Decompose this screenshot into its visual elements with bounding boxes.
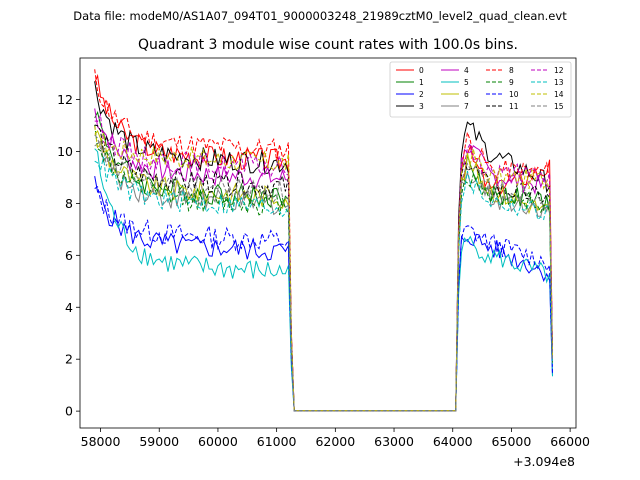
y-axis: 0 2 4 6 8 10 12	[57, 92, 80, 419]
x-tick-label: 60000	[198, 434, 238, 449]
x-tick-label: 58000	[81, 434, 121, 449]
series-line-8	[94, 69, 553, 412]
y-tick-label: 12	[57, 92, 73, 107]
series-line-13	[94, 156, 553, 412]
x-axis-offset-label: +3.094e8	[513, 454, 575, 469]
legend-label-11: 11	[509, 102, 519, 111]
series-line-11	[94, 124, 553, 412]
legend-label-10: 10	[509, 90, 519, 99]
x-tick-label: 59000	[139, 434, 179, 449]
x-tick-label: 62000	[315, 434, 355, 449]
x-axis: 58000 59000 60000 61000 62000 63000 64000 65000…	[81, 428, 590, 449]
legend-label-15: 15	[554, 102, 564, 111]
series-line-3	[94, 81, 553, 412]
legend-label-8: 8	[509, 66, 514, 75]
y-tick-label: 0	[65, 404, 73, 419]
y-tick-label: 8	[65, 196, 73, 211]
plot-lines	[94, 69, 553, 412]
series-line-14	[94, 126, 553, 412]
legend-label-2: 2	[419, 90, 424, 99]
x-tick-label: 64000	[433, 434, 473, 449]
chart-title: Quadrant 3 module wise count rates with …	[138, 37, 518, 53]
series-line-15	[94, 134, 553, 412]
series-line-9	[94, 125, 553, 412]
legend-label-4: 4	[464, 66, 469, 75]
series-line-5	[94, 148, 553, 412]
legend-label-1: 1	[419, 78, 424, 87]
legend-label-0: 0	[419, 66, 424, 75]
x-tick-label: 63000	[374, 434, 414, 449]
legend-label-3: 3	[419, 102, 424, 111]
series-line-0	[94, 73, 553, 412]
legend-label-9: 9	[509, 78, 514, 87]
legend-label-14: 14	[554, 90, 564, 99]
series-line-10	[94, 186, 553, 412]
legend-box	[389, 61, 572, 118]
legend-label-7: 7	[464, 102, 469, 111]
series-line-12	[94, 113, 553, 412]
y-tick-label: 10	[57, 144, 73, 159]
series-line-2	[94, 176, 553, 412]
legend-label-13: 13	[554, 78, 564, 87]
legend-label-5: 5	[464, 78, 469, 87]
x-tick-label: 66000	[550, 434, 590, 449]
series-line-4	[94, 108, 553, 412]
x-tick-label: 61000	[257, 434, 297, 449]
plot-frame	[79, 57, 577, 429]
legend-label-12: 12	[554, 66, 564, 75]
y-tick-label: 6	[65, 248, 73, 263]
x-tick-label: 65000	[492, 434, 532, 449]
legend-label-6: 6	[464, 90, 469, 99]
y-tick-label: 2	[65, 352, 73, 367]
chart-suptitle: Data file: modeM0/AS1A07_094T01_90000032…	[73, 9, 567, 23]
y-tick-label: 4	[65, 300, 73, 315]
